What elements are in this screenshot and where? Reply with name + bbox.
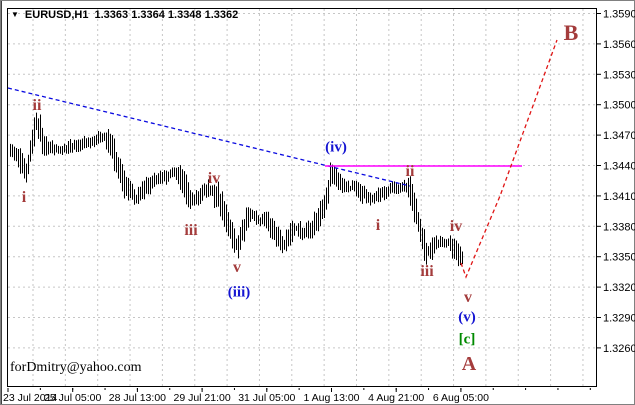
title-symbol: EURUSD,H1	[24, 9, 89, 21]
collapse-arrow-icon[interactable]: ▼	[11, 10, 19, 19]
time-axis-label[interactable]: 4 Aug 21:00	[368, 392, 424, 404]
price-axis-label[interactable]: 1.3530	[603, 69, 635, 81]
price-axis-label[interactable]: 1.3290	[603, 313, 635, 325]
wave-label-ii[interactable]: ii	[406, 163, 415, 180]
wave-label-iii[interactable]: iii	[420, 263, 434, 280]
time-axis-label[interactable]: 28 Jul 13:00	[109, 392, 166, 404]
wave-label-v[interactable]: v	[464, 289, 472, 306]
price-axis-label[interactable]: 1.3560	[603, 39, 635, 51]
price-axis-label[interactable]: 1.3470	[603, 130, 635, 142]
price-axis-label[interactable]: 1.3410	[603, 191, 635, 203]
time-axis-label[interactable]: 6 Aug 05:00	[433, 392, 489, 404]
wave-label-iii[interactable]: iii	[184, 222, 198, 239]
chart-title: ▼ EURUSD,H1 1.3363 1.3364 1.3348 1.3362	[11, 8, 238, 22]
price-axis-label[interactable]: 1.3440	[603, 161, 635, 173]
wave-label-v[interactable]: (v)	[458, 309, 476, 325]
wave-label-iv[interactable]: iv	[450, 218, 462, 235]
wave-label-ii[interactable]: ii	[33, 97, 42, 114]
trendline-descending[interactable]	[7, 87, 411, 187]
wave-label-iv[interactable]: iv	[208, 170, 220, 187]
title-quotes: 1.3363 1.3364 1.3348 1.3362	[94, 9, 239, 21]
time-axis-label[interactable]: 31 Jul 05:00	[238, 392, 295, 404]
price-axis-label[interactable]: 1.3500	[603, 100, 635, 112]
projection-line[interactable]	[460, 39, 558, 279]
time-axis-label[interactable]: 25 Jul 05:00	[44, 392, 101, 404]
price-axis-label[interactable]: 1.3350	[603, 252, 635, 264]
wave-label-i[interactable]: i	[22, 189, 27, 206]
time-axis-label[interactable]: 23 Jul 2014	[3, 392, 57, 404]
wave-label-c[interactable]: [c]	[459, 331, 476, 347]
price-bars	[10, 112, 463, 267]
wave-label-iv[interactable]: (iv)	[325, 139, 347, 155]
wave-label-v[interactable]: v	[233, 259, 241, 276]
wave-label-B[interactable]: B	[564, 20, 579, 45]
time-axis-label[interactable]: 29 Jul 21:00	[173, 392, 230, 404]
time-axis-label[interactable]: 1 Aug 13:00	[303, 392, 359, 404]
wave-label-i[interactable]: i	[376, 217, 381, 234]
plot-border	[7, 8, 597, 387]
price-axis-label[interactable]: 1.3380	[603, 221, 635, 233]
wave-label-A[interactable]: A	[462, 353, 477, 375]
wave-label-iii[interactable]: (iii)	[228, 284, 251, 300]
price-axis-label[interactable]: 1.3260	[603, 343, 635, 355]
price-axis-label[interactable]: 1.3320	[603, 282, 635, 294]
price-axis-label[interactable]: 1.3590	[603, 9, 635, 21]
watermark-text: forDmitry@yahoo.com	[10, 360, 142, 375]
